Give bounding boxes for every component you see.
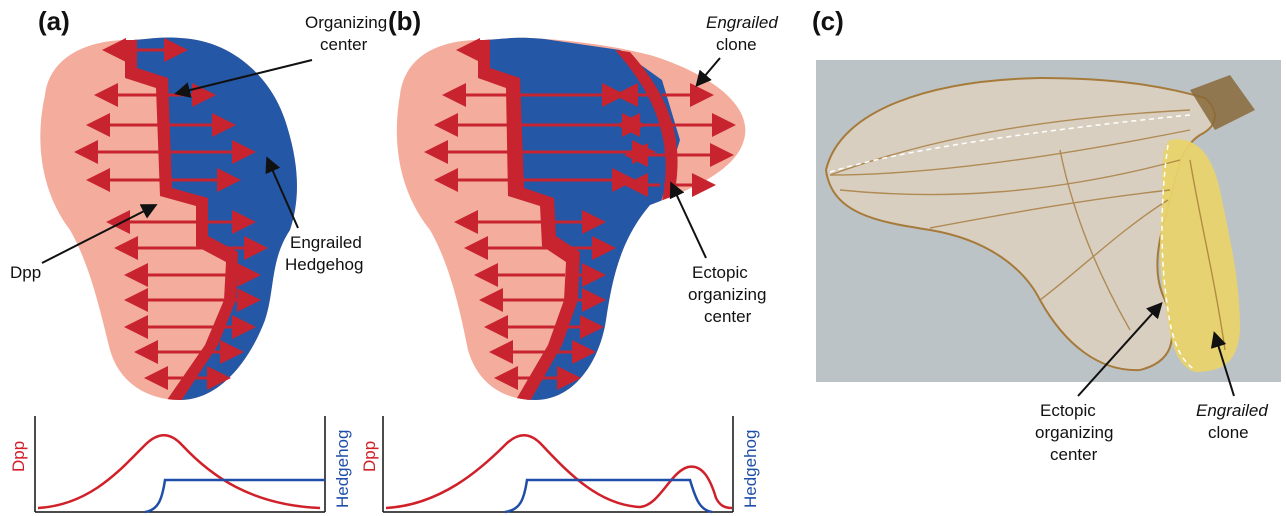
- ectopic-pointer-c: [1077, 302, 1163, 397]
- ectopic-pointer-b: [669, 181, 707, 259]
- organizing-center-label-a: Organizing: [305, 13, 387, 32]
- ectopic-boundary-dashes: [829, 114, 1191, 173]
- dpp-pointer-a: [41, 204, 158, 264]
- dpp-label-a: Dpp: [10, 263, 41, 282]
- wing-hinge: [1190, 75, 1255, 130]
- profile-plot-b: Dpp Hedgehog: [360, 416, 760, 514]
- ectopic-label-c-3: center: [1050, 445, 1098, 464]
- wing-photo: [816, 60, 1281, 382]
- organizer-stripe-b: [478, 38, 580, 400]
- panel-c-label: (c): [812, 6, 844, 36]
- dpp-axis-label-a: Dpp: [9, 441, 28, 472]
- organizer-stripe-a: [125, 38, 238, 400]
- hh-curve-b: [504, 478, 713, 514]
- hedgehog-label-a: Hedgehog: [285, 255, 363, 274]
- engrailed-clone-patch: [1160, 139, 1240, 372]
- profile-plot-a: Dpp Hedgehog: [9, 416, 352, 514]
- clone-boundary-dashes: [1161, 144, 1196, 371]
- organizing-center-pointer-a: [174, 59, 313, 98]
- wing-blade: [824, 76, 1216, 372]
- hedgehog-axis-label-b: Hedgehog: [741, 430, 760, 508]
- panel-a-label: (a): [38, 6, 70, 36]
- ectopic-label-c: Ectopic: [1040, 401, 1096, 420]
- clone-label-b-2: clone: [716, 35, 757, 54]
- clone-label-c-2: clone: [1208, 423, 1249, 442]
- hedgehog-axis-label-a: Hedgehog: [333, 430, 352, 508]
- ectopic-label-b: Ectopic: [692, 263, 748, 282]
- engrailed-label-a: Engrailed: [290, 233, 362, 252]
- dpp-curve-a: [37, 434, 321, 510]
- organizing-center-label-a-2: center: [320, 35, 368, 54]
- dpp-axis-label-b: Dpp: [360, 441, 379, 472]
- clone-label-c: Engrailed: [1196, 401, 1268, 420]
- clone-pointer-c: [1210, 331, 1235, 397]
- ectopic-label-c-2: organizing: [1035, 423, 1113, 442]
- ectopic-label-b-3: center: [704, 307, 752, 326]
- hh-curve-a: [144, 478, 325, 514]
- ectopic-label-b-2: organizing: [688, 285, 766, 304]
- wing-disc-a: [40, 37, 297, 400]
- clone-label-b: Engrailed: [706, 13, 778, 32]
- wing-disc-b: [396, 37, 746, 400]
- panel-b-label: (b): [388, 6, 421, 36]
- clone-pointer-b: [695, 57, 721, 88]
- dpp-curve-b: [385, 434, 733, 510]
- hedgehog-pointer-a: [265, 156, 299, 229]
